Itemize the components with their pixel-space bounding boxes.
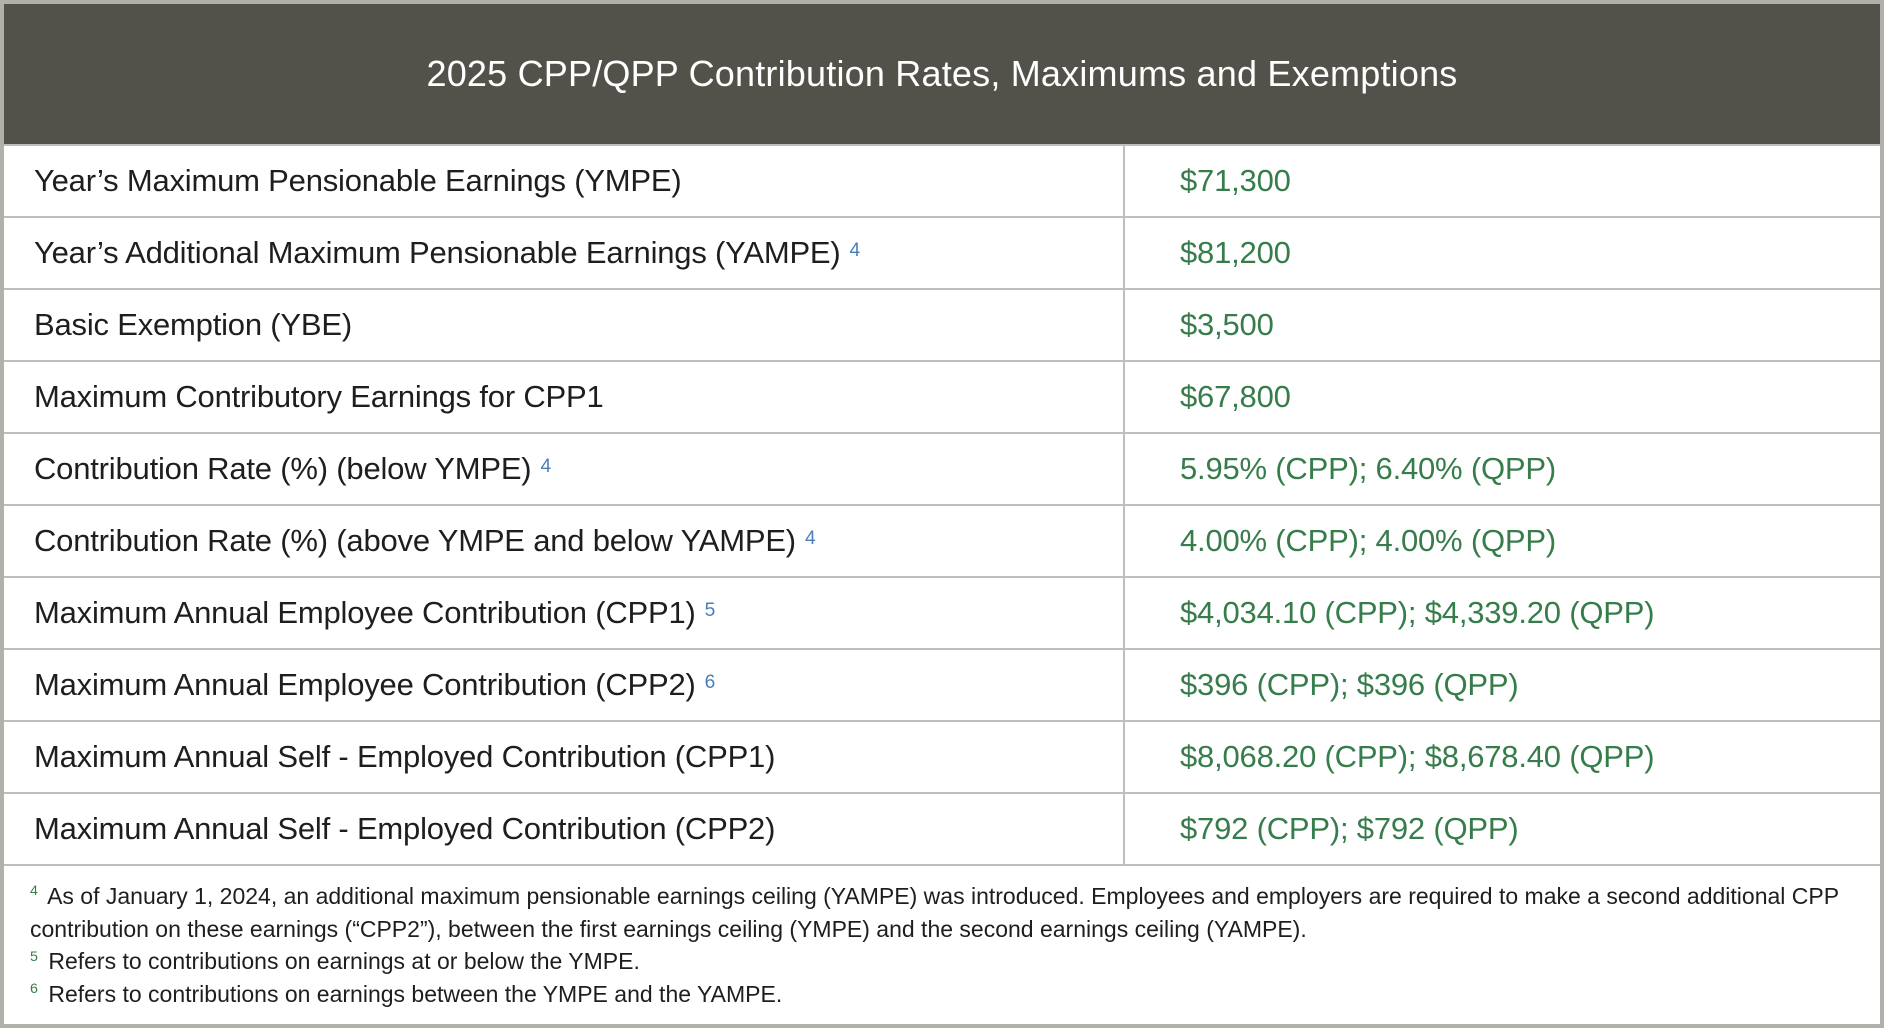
row-value: 4.00% (CPP); 4.00% (QPP) (1125, 506, 1880, 576)
row-value-text: $81,200 (1180, 235, 1291, 270)
footnote-marker: 6 (30, 981, 38, 998)
row-value-text: $71,300 (1180, 163, 1291, 198)
table-row: Basic Exemption (YBE) $3,500 (4, 288, 1880, 360)
row-value-text: 4.00% (CPP); 4.00% (QPP) (1180, 523, 1556, 558)
row-value-text: 5.95% (CPP); 6.40% (QPP) (1180, 451, 1556, 486)
row-label-text: Contribution Rate (%) (above YMPE and be… (34, 523, 796, 558)
row-label: Maximum Annual Self - Employed Contribut… (4, 794, 1125, 864)
row-value-text: $396 (CPP); $396 (QPP) (1180, 667, 1519, 702)
table-row: Maximum Annual Employee Contribution (CP… (4, 576, 1880, 648)
row-label-text: Maximum Annual Self - Employed Contribut… (34, 811, 776, 846)
row-value-text: $67,800 (1180, 379, 1291, 414)
row-value-text: $4,034.10 (CPP); $4,339.20 (QPP) (1180, 595, 1655, 630)
row-label-text: Maximum Annual Employee Contribution (CP… (34, 667, 696, 702)
table-row: Contribution Rate (%) (below YMPE) 4 5.95… (4, 432, 1880, 504)
table-row: Year’s Additional Maximum Pensionable Ea… (4, 216, 1880, 288)
row-label-text: Contribution Rate (%) (below YMPE) (34, 451, 532, 486)
row-label: Contribution Rate (%) (below YMPE) 4 (4, 434, 1125, 504)
footnote-text: As of January 1, 2024, an additional max… (30, 883, 1839, 942)
footnote-text: Refers to contributions on earnings betw… (48, 980, 783, 1007)
row-label: Maximum Annual Employee Contribution (CP… (4, 578, 1125, 648)
row-value-text: $3,500 (1180, 307, 1274, 342)
page-title: 2025 CPP/QPP Contribution Rates, Maximum… (426, 53, 1458, 94)
row-value: $71,300 (1125, 146, 1880, 216)
footnote-marker: 5 (30, 948, 38, 965)
row-value: $81,200 (1125, 218, 1880, 288)
footnotes-section: 4 As of January 1, 2024, an additional m… (4, 864, 1880, 1024)
table-body: Year’s Maximum Pensionable Earnings (YMP… (4, 144, 1880, 864)
row-value-text: $792 (CPP); $792 (QPP) (1180, 811, 1519, 846)
table-row: Maximum Annual Self - Employed Contribut… (4, 720, 1880, 792)
row-label-text: Year’s Additional Maximum Pensionable Ea… (34, 235, 841, 270)
table-row: Contribution Rate (%) (above YMPE and be… (4, 504, 1880, 576)
row-value: $67,800 (1125, 362, 1880, 432)
row-value: $4,034.10 (CPP); $4,339.20 (QPP) (1125, 578, 1880, 648)
row-label: Contribution Rate (%) (above YMPE and be… (4, 506, 1125, 576)
row-label: Maximum Annual Employee Contribution (CP… (4, 650, 1125, 720)
footnote: 4 As of January 1, 2024, an additional m… (30, 880, 1854, 945)
row-label-text: Maximum Annual Self - Employed Contribut… (34, 739, 776, 774)
row-label: Year’s Maximum Pensionable Earnings (YMP… (4, 146, 1125, 216)
footnote-text: Refers to contributions on earnings at o… (48, 948, 640, 975)
table-row: Year’s Maximum Pensionable Earnings (YMP… (4, 144, 1880, 216)
row-value: 5.95% (CPP); 6.40% (QPP) (1125, 434, 1880, 504)
row-label-text: Maximum Contributory Earnings for CPP1 (34, 379, 604, 414)
footnote: 6 Refers to contributions on earnings be… (30, 978, 1854, 1011)
footnote: 5 Refers to contributions on earnings at… (30, 945, 1854, 978)
row-value-text: $8,068.20 (CPP); $8,678.40 (QPP) (1180, 739, 1655, 774)
table-row: Maximum Annual Self - Employed Contribut… (4, 792, 1880, 864)
row-label: Maximum Contributory Earnings for CPP1 (4, 362, 1125, 432)
row-label: Year’s Additional Maximum Pensionable Ea… (4, 218, 1125, 288)
row-value: $8,068.20 (CPP); $8,678.40 (QPP) (1125, 722, 1880, 792)
table-row: Maximum Annual Employee Contribution (CP… (4, 648, 1880, 720)
table-title-bar: 2025 CPP/QPP Contribution Rates, Maximum… (4, 4, 1880, 144)
footnote-marker: 4 (30, 883, 38, 900)
row-value: $396 (CPP); $396 (QPP) (1125, 650, 1880, 720)
row-label: Basic Exemption (YBE) (4, 290, 1125, 360)
row-label: Maximum Annual Self - Employed Contribut… (4, 722, 1125, 792)
row-label-text: Maximum Annual Employee Contribution (CP… (34, 595, 696, 630)
row-value: $792 (CPP); $792 (QPP) (1125, 794, 1880, 864)
row-value: $3,500 (1125, 290, 1880, 360)
row-label-text: Basic Exemption (YBE) (34, 307, 352, 342)
row-label-text: Year’s Maximum Pensionable Earnings (YMP… (34, 163, 682, 198)
table-row: Maximum Contributory Earnings for CPP1 $… (4, 360, 1880, 432)
